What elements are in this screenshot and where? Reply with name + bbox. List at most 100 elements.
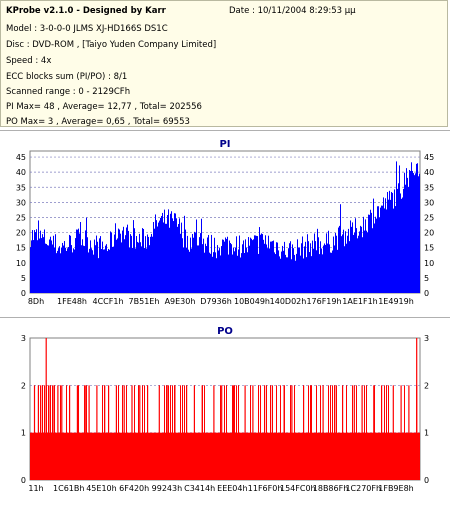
pi-bar [183,247,184,293]
pi-bar [155,214,156,293]
pi-bar [279,256,280,293]
pi-bar [101,249,102,293]
pi-bar [322,254,323,293]
pi-bar [215,252,216,293]
pi-bar [71,245,72,293]
y-tick-label-right: 15 [424,244,434,253]
x-tick-label: 6F420h [119,484,149,493]
pi-bar [289,243,290,293]
x-tick-label: 8Dh [28,297,44,306]
pi-bar [54,247,55,293]
x-tick-label: D7936h [200,297,232,306]
pi-bar [193,237,194,293]
po-spike-2 [96,385,98,480]
pi-bar [182,238,183,293]
pi-bar [394,189,395,293]
po-spike-2 [284,385,285,480]
pi-bar [338,227,339,293]
pi-bar [223,239,224,293]
po-spike-2 [374,385,375,480]
pi-bar [253,239,254,293]
pi-bar [37,240,38,293]
pi-bar [66,251,67,293]
po-spike-2 [332,385,333,480]
po-spike-2 [147,385,149,480]
pi-bar [372,228,373,293]
pi-bar [303,258,304,293]
pi-bar [265,235,266,293]
pi-bar [204,252,205,293]
pi-bar [241,253,242,293]
pi-bar [222,239,223,293]
x-tick-label: 99243h [152,484,183,493]
pi-bar [244,252,245,293]
pi-bar [354,232,355,293]
pi-bar [152,236,153,293]
y-tick-label-right: 0 [424,476,429,485]
po-spike-2 [40,385,41,480]
y-tick-label-right: 35 [424,183,434,192]
pi-bar [299,247,300,293]
y-tick-label-left: 1 [21,429,26,438]
pi-bar [327,243,328,293]
pi-bar [225,237,226,293]
po-spike-2 [270,385,271,480]
pi-bar [392,192,393,293]
x-tick-label: 140D02h [270,297,307,306]
pi-bar [376,218,377,293]
pi-bar [331,252,332,293]
po-stats-line: PO Max= 3 , Average= 0,65 , Total= 69553 [6,117,190,127]
pi-bar [352,222,353,293]
pi-bar [194,231,195,293]
pi-bar [151,233,152,293]
pi-bar [277,242,278,293]
pi-bar [395,206,396,293]
po-spike-2 [224,385,225,480]
po-spike-2 [266,385,267,480]
pi-bar [42,234,43,293]
pi-bar [53,235,54,293]
pi-bar [263,239,264,293]
pi-bar [402,197,403,293]
po-spike-2 [303,385,305,480]
pi-bar [407,177,408,293]
pi-bar [169,227,170,293]
pi-bar [234,251,235,293]
pi-bar [198,245,199,293]
po-spike-3 [45,338,47,480]
pi-bar [175,213,176,293]
po-spike-2 [280,385,281,480]
pi-bar [48,245,49,293]
pi-bar [349,241,350,293]
po-spike-2 [115,385,117,480]
pi-bar [55,234,56,293]
pi-bar [78,228,79,293]
pi-bar [32,230,33,293]
pi-bar [267,248,268,293]
pi-bar [81,245,82,293]
pi-bar [214,237,215,293]
y-tick-label-right: 5 [424,274,429,283]
pi-bar [137,241,138,293]
pi-bar [417,163,418,293]
pi-bar [330,252,331,293]
pi-bar [210,253,211,293]
po-spike-2 [220,385,221,480]
po-spike-2 [366,385,367,480]
po-spike-2 [264,385,265,480]
pi-bar [348,228,349,293]
po-spike-2 [69,385,71,480]
pi-bar [316,250,317,293]
pi-bar [269,248,270,293]
po-spike-2 [50,385,51,480]
pi-bar [146,248,147,293]
pi-bar [38,220,39,293]
pi-bar [346,243,347,293]
pi-bar [243,240,244,293]
po-spike-2 [139,385,141,480]
pi-bar [329,244,330,293]
po-spike-2 [392,385,394,480]
pi-bar [337,249,338,293]
pi-bar [401,198,402,293]
pi-bar [84,246,85,293]
